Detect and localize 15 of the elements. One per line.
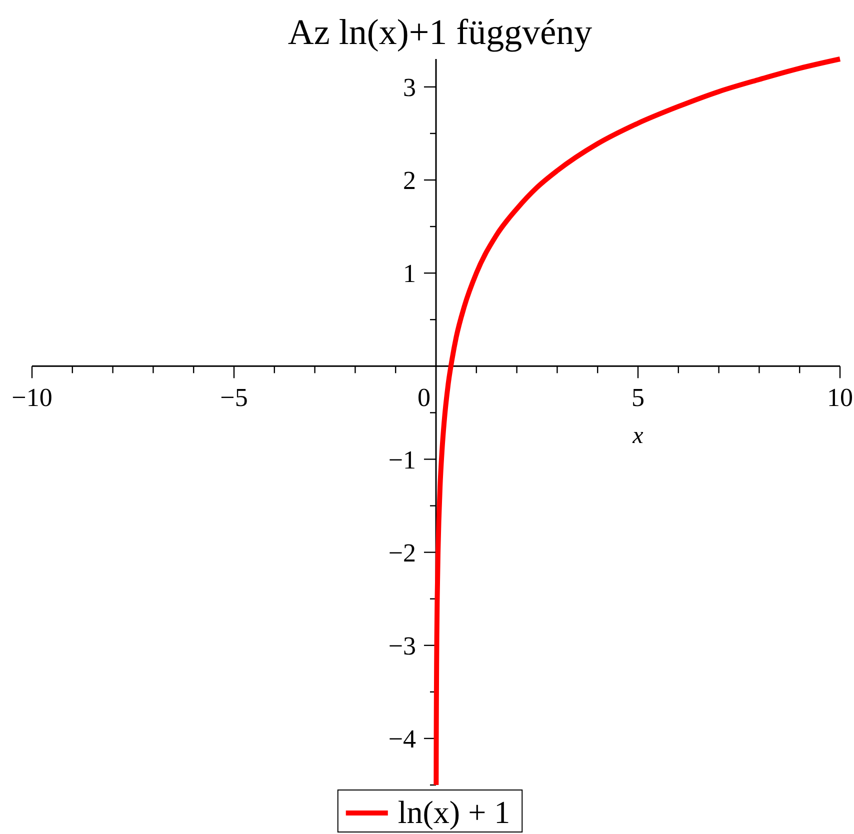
legend-label: ln(x) + 1: [398, 794, 510, 830]
y-tick-label: −4: [388, 724, 416, 754]
y-tick-label: −1: [388, 445, 416, 474]
y-tick-label: −3: [388, 631, 416, 660]
y-tick-label: −2: [388, 538, 416, 568]
x-tick-label: 0: [418, 383, 430, 412]
chart-title: Az ln(x)+1 függvény: [288, 12, 592, 52]
x-axis-title: x: [632, 423, 644, 450]
x-tick-label: 5: [632, 383, 644, 412]
x-tick-label: −5: [220, 383, 248, 412]
y-tick-label: 3: [403, 73, 416, 102]
x-tick-label: 10: [827, 383, 853, 412]
y-tick-label: 2: [403, 166, 416, 196]
x-tick-label: −10: [12, 383, 52, 412]
y-tick-label: 1: [403, 259, 416, 288]
